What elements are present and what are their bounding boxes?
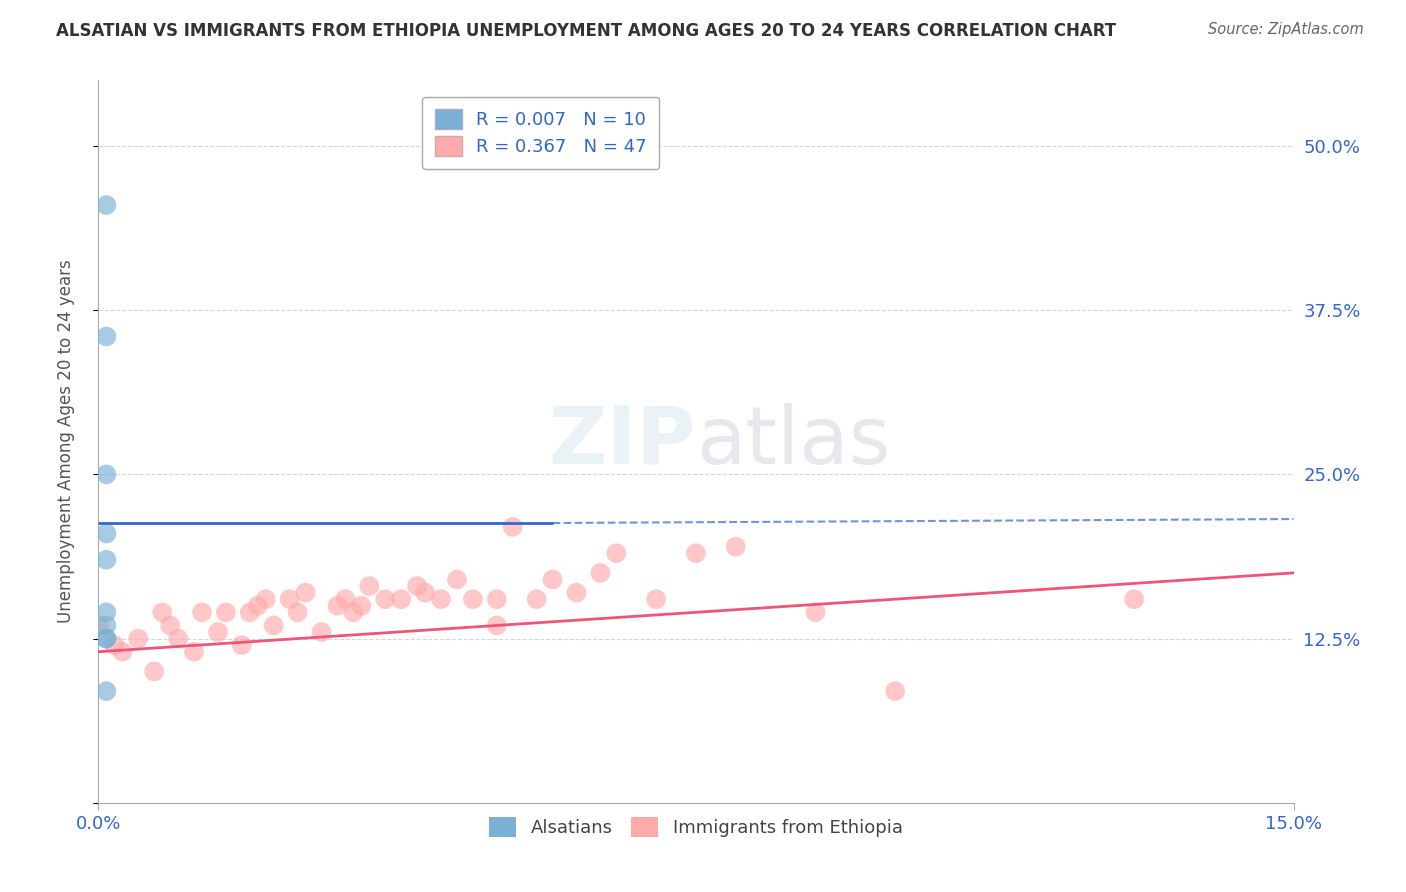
- Point: [96, 198, 118, 212]
- Point: [254, 592, 277, 607]
- Point: [884, 684, 907, 698]
- Point: [430, 592, 453, 607]
- Point: [150, 605, 173, 619]
- Point: [96, 329, 118, 343]
- Point: [246, 599, 269, 613]
- Point: [342, 605, 364, 619]
- Point: [804, 605, 827, 619]
- Point: [446, 573, 468, 587]
- Point: [103, 638, 125, 652]
- Text: ZIP: ZIP: [548, 402, 696, 481]
- Point: [111, 645, 134, 659]
- Point: [191, 605, 214, 619]
- Point: [541, 573, 564, 587]
- Legend: Alsatians, Immigrants from Ethiopia: Alsatians, Immigrants from Ethiopia: [482, 810, 910, 845]
- Point: [589, 566, 612, 580]
- Point: [461, 592, 484, 607]
- Point: [239, 605, 262, 619]
- Point: [183, 645, 205, 659]
- Y-axis label: Unemployment Among Ages 20 to 24 years: Unemployment Among Ages 20 to 24 years: [56, 260, 75, 624]
- Point: [207, 625, 229, 640]
- Point: [565, 585, 588, 599]
- Point: [96, 553, 118, 567]
- Point: [413, 585, 436, 599]
- Text: ALSATIAN VS IMMIGRANTS FROM ETHIOPIA UNEMPLOYMENT AMONG AGES 20 TO 24 YEARS CORR: ALSATIAN VS IMMIGRANTS FROM ETHIOPIA UNE…: [56, 22, 1116, 40]
- Point: [374, 592, 396, 607]
- Point: [359, 579, 381, 593]
- Point: [724, 540, 747, 554]
- Point: [406, 579, 429, 593]
- Point: [311, 625, 333, 640]
- Text: atlas: atlas: [696, 402, 890, 481]
- Point: [287, 605, 309, 619]
- Point: [645, 592, 668, 607]
- Point: [87, 618, 110, 632]
- Point: [96, 684, 118, 698]
- Text: Source: ZipAtlas.com: Source: ZipAtlas.com: [1208, 22, 1364, 37]
- Point: [485, 618, 508, 632]
- Point: [685, 546, 707, 560]
- Point: [127, 632, 149, 646]
- Point: [96, 618, 118, 632]
- Point: [1123, 592, 1146, 607]
- Point: [389, 592, 412, 607]
- Point: [167, 632, 190, 646]
- Point: [335, 592, 357, 607]
- Point: [96, 526, 118, 541]
- Point: [96, 467, 118, 482]
- Point: [326, 599, 349, 613]
- Point: [605, 546, 627, 560]
- Point: [502, 520, 524, 534]
- Point: [159, 618, 181, 632]
- Point: [278, 592, 301, 607]
- Point: [350, 599, 373, 613]
- Point: [143, 665, 166, 679]
- Point: [231, 638, 253, 652]
- Point: [96, 632, 118, 646]
- Point: [526, 592, 548, 607]
- Point: [485, 592, 508, 607]
- Point: [263, 618, 285, 632]
- Point: [96, 632, 118, 646]
- Point: [294, 585, 316, 599]
- Point: [96, 605, 118, 619]
- Point: [215, 605, 238, 619]
